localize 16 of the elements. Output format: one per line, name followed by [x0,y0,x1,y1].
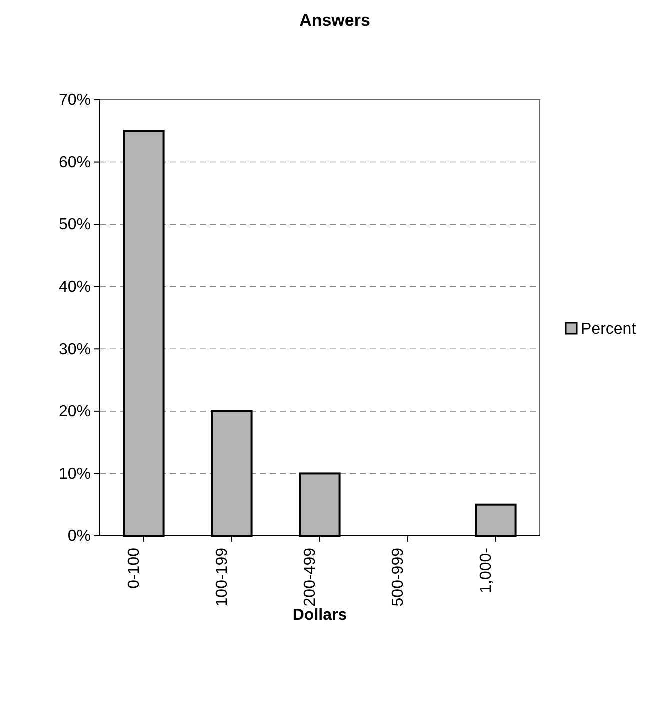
x-axis-title: Dollars [292,607,348,624]
y-tick-label: 60% [58,154,91,172]
y-tick-label: 10% [58,466,91,483]
chart-title: Answers [300,11,370,30]
x-tick-label: 100-199 [214,548,232,607]
x-tick-label: 1,000- [478,548,496,594]
y-tick-label: 0% [68,528,91,546]
x-tick-label: 0-100 [126,548,144,589]
legend-label: Percent [581,321,637,338]
y-tick-label: 70% [58,92,91,110]
y-tick-label: 40% [58,278,91,296]
y-tick-label: 30% [58,341,91,358]
y-tick-label: 20% [58,404,91,421]
y-tick-label: 50% [58,216,91,234]
x-tick-label: 500-999 [390,548,408,607]
x-tick-label: 200-499 [302,548,320,607]
